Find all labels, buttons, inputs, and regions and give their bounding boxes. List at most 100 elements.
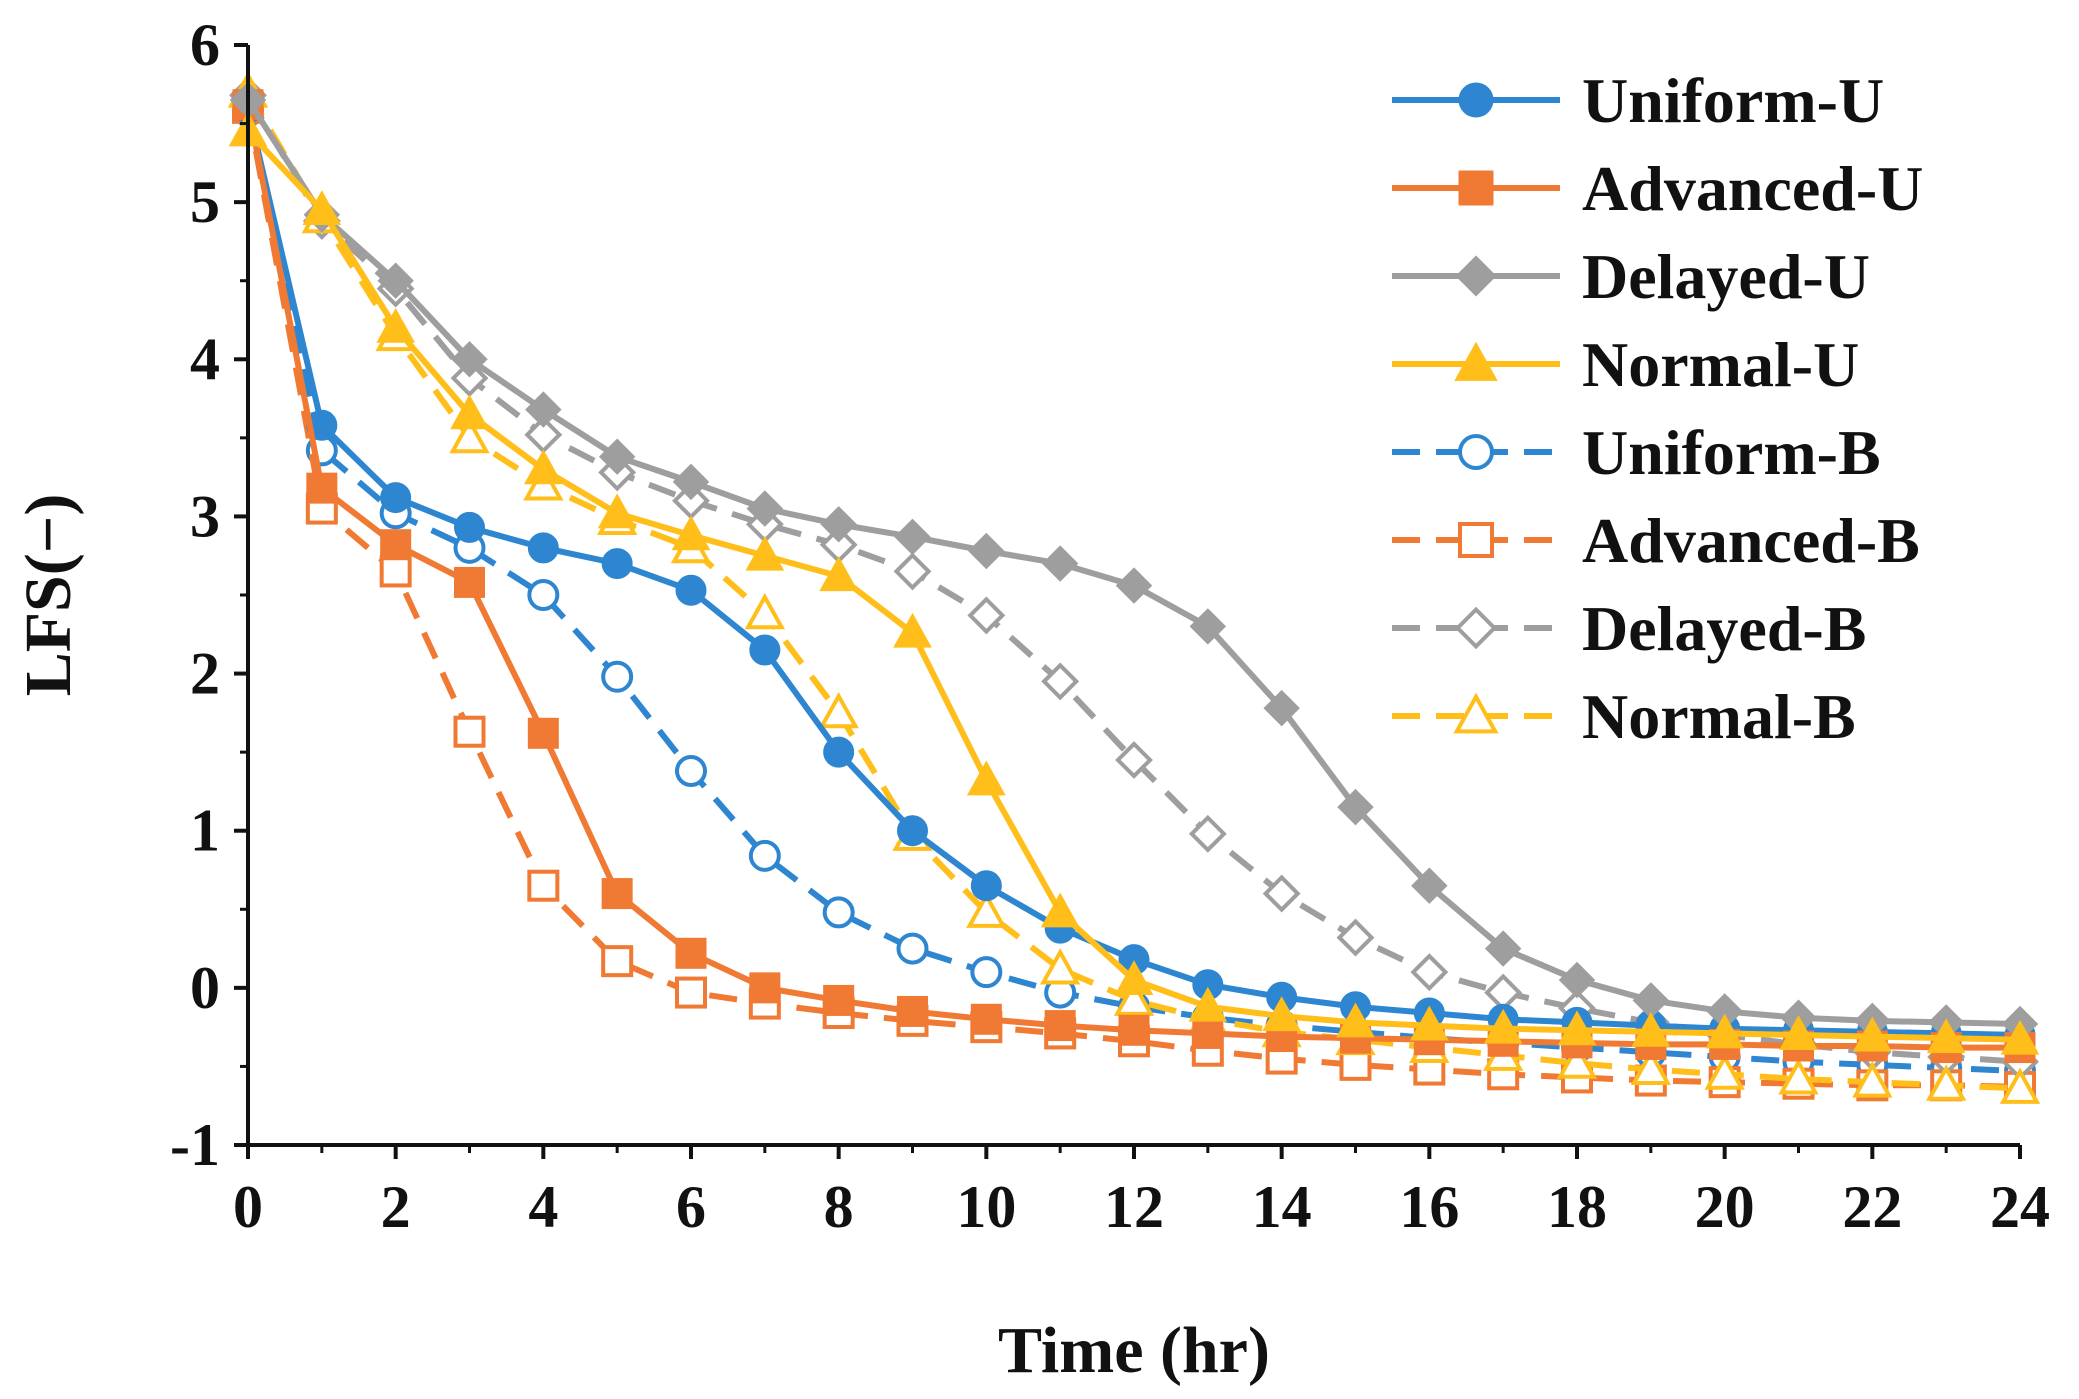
data-point-advanced-b (527, 869, 560, 902)
data-point-delayed-b (1188, 814, 1227, 853)
x-tick-label: 20 (1695, 1174, 1755, 1240)
data-point-delayed-b (893, 552, 932, 591)
y-axis-title: LFS(−) (12, 494, 85, 697)
data-point-normal-u (1114, 960, 1154, 995)
data-point-advanced-u (749, 972, 781, 1004)
legend-item-uniform-b: Uniform-B (1392, 417, 1881, 488)
legend-marker (1453, 692, 1499, 734)
data-point-uniform-u (527, 532, 559, 564)
data-point-advanced-u (897, 995, 928, 1027)
data-point-normal-u (1631, 1011, 1671, 1047)
data-point-uniform-u (749, 634, 781, 666)
legend-item-uniform-u: Uniform-U (1392, 65, 1884, 136)
data-point-delayed-u (1484, 930, 1522, 967)
data-point-uniform-u (897, 815, 928, 847)
data-point-normal-u (1262, 996, 1302, 1032)
data-point-delayed-u (1041, 545, 1079, 582)
data-point-uniform-b (675, 755, 707, 787)
data-point-delayed-u (894, 518, 931, 556)
data-point-normal-u (1483, 1008, 1523, 1044)
data-point-delayed-u (1263, 689, 1300, 727)
data-point-advanced-b (453, 715, 486, 748)
data-point-normal-b (1039, 948, 1081, 985)
data-point-normal-b (1556, 1042, 1598, 1079)
data-point-uniform-b (970, 956, 1003, 989)
x-tick-label: 10 (956, 1174, 1016, 1240)
x-tick-label: 12 (1104, 1174, 1164, 1240)
x-tick-label: 14 (1252, 1174, 1312, 1240)
data-point-uniform-u (970, 870, 1002, 902)
legend-item-advanced-u: Advanced-U (1392, 153, 1923, 224)
legend-marker (1454, 606, 1498, 650)
data-point-delayed-u (1558, 961, 1596, 999)
data-point-uniform-b (601, 660, 634, 693)
x-tick-label: 18 (1547, 1174, 1607, 1240)
x-tick-label: 2 (381, 1174, 411, 1240)
data-point-advanced-b (379, 555, 412, 588)
data-point-normal-u (1188, 986, 1228, 1022)
legend-marker (1458, 82, 1494, 118)
data-point-normal-u (2000, 1019, 2040, 1055)
data-point-uniform-u (601, 548, 633, 580)
data-point-normal-u (819, 556, 859, 592)
data-point-normal-u (1779, 1015, 1818, 1050)
x-axis-title: Time (hr) (998, 1314, 1270, 1387)
x-tick-label: 8 (824, 1174, 854, 1240)
legend-label: Uniform-B (1582, 417, 1881, 488)
data-point-delayed-b (1115, 741, 1153, 779)
data-point-normal-u (1409, 1005, 1449, 1041)
data-point-normal-u (966, 760, 1006, 796)
data-point-delayed-u (451, 341, 488, 378)
legend-label: Uniform-U (1582, 65, 1884, 136)
x-tick-label: 24 (1990, 1174, 2050, 1240)
data-point-normal-u (523, 449, 563, 485)
series-normal-u (228, 111, 2040, 1055)
y-tick-label: 3 (190, 483, 220, 549)
y-tick-label: 2 (190, 641, 220, 707)
data-point-delayed-u (1337, 788, 1374, 826)
legend-label: Normal-B (1582, 681, 1856, 752)
data-point-advanced-u (1044, 1010, 1076, 1042)
data-point-normal-b (1999, 1067, 2041, 1104)
legend-item-normal-b: Normal-B (1392, 681, 1856, 752)
data-point-delayed-b (450, 359, 489, 398)
series-layer (227, 71, 2041, 1104)
data-point-normal-u (376, 307, 416, 343)
data-point-advanced-u (380, 529, 412, 561)
data-point-advanced-u (675, 937, 707, 969)
x-tick-label: 4 (528, 1174, 558, 1240)
data-point-normal-u (671, 515, 711, 551)
series-advanced-u (232, 89, 2036, 1064)
data-point-advanced-b (675, 976, 707, 1009)
data-point-normal-b (1852, 1061, 1893, 1098)
legend-label: Delayed-B (1582, 593, 1866, 664)
data-point-uniform-b (822, 896, 855, 929)
data-point-normal-u (302, 190, 342, 225)
data-point-delayed-b (967, 596, 1006, 635)
data-point-uniform-u (823, 736, 855, 768)
data-point-delayed-u (525, 391, 562, 428)
legend-marker (1458, 434, 1494, 470)
data-point-uniform-b (748, 839, 781, 872)
data-point-delayed-u (968, 532, 1005, 570)
data-point-normal-u (1852, 1016, 1892, 1052)
legend-item-delayed-u: Delayed-U (1392, 241, 1870, 312)
legend-label: Advanced-U (1582, 153, 1923, 224)
data-point-normal-u (893, 612, 932, 648)
data-point-uniform-u (675, 574, 707, 606)
legend-label: Normal-U (1582, 329, 1859, 400)
y-tick-label: 0 (190, 955, 220, 1021)
data-point-normal-b (1925, 1064, 1967, 1101)
y-tick-label: 5 (190, 169, 220, 235)
data-point-normal-u (1705, 1013, 1745, 1049)
data-point-advanced-u (970, 1003, 1002, 1035)
data-point-normal-u (1926, 1018, 1966, 1054)
data-point-delayed-u (1115, 567, 1153, 604)
data-point-delayed-b (1262, 874, 1301, 913)
data-point-advanced-u (1192, 1017, 1224, 1049)
data-point-normal-u (597, 493, 637, 529)
data-point-normal-u (450, 394, 489, 430)
legend-marker (1458, 522, 1494, 558)
